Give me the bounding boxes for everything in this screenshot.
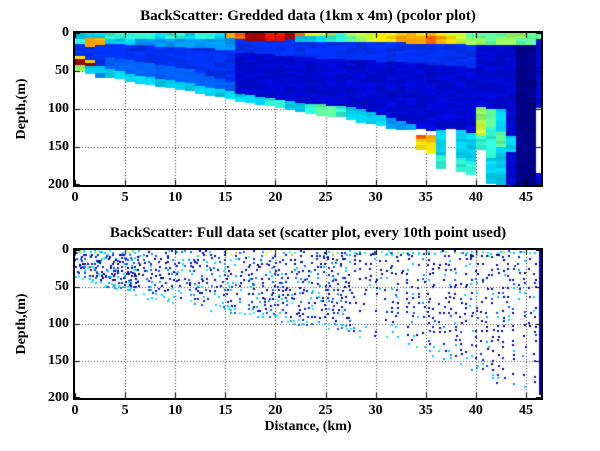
scatter-plot <box>73 248 543 400</box>
y-tick-label-50: 50 <box>55 279 69 294</box>
x-tick-label-30: 30 <box>368 403 383 418</box>
x-tick-label-40: 40 <box>468 190 483 205</box>
bottom-plot-x-axis-label: Distance, (km) <box>264 419 352 434</box>
x-tick-label-45: 45 <box>518 190 533 205</box>
y-tick-label-100: 100 <box>48 316 69 331</box>
y-tick-label-200: 200 <box>48 177 69 192</box>
y-tick-label-150: 150 <box>48 139 69 154</box>
y-tick-label-100: 100 <box>48 101 69 116</box>
x-tick-label-10: 10 <box>168 403 183 418</box>
x-tick-label-0: 0 <box>71 190 79 205</box>
y-tick-label-50: 50 <box>55 63 69 78</box>
x-tick-label-35: 35 <box>418 403 433 418</box>
x-tick-label-25: 25 <box>318 403 333 418</box>
x-tick-label-5: 5 <box>121 190 129 205</box>
x-tick-label-45: 45 <box>518 403 533 418</box>
bottom-plot-title: BackScatter: Full data set (scatter plot… <box>109 225 507 241</box>
y-tick-label-200: 200 <box>48 390 69 405</box>
x-tick-label-40: 40 <box>468 403 483 418</box>
x-tick-label-15: 15 <box>218 190 233 205</box>
x-tick-label-0: 0 <box>71 403 79 418</box>
x-tick-label-35: 35 <box>418 190 433 205</box>
y-tick-label-0: 0 <box>62 242 69 257</box>
x-tick-label-20: 20 <box>268 403 283 418</box>
y-tick-label-150: 150 <box>48 353 69 368</box>
pcolor-heatmap-plot <box>73 31 543 187</box>
bottom-plot-y-axis-label: Depth,(m) <box>14 293 29 355</box>
x-tick-label-10: 10 <box>168 190 183 205</box>
x-tick-label-5: 5 <box>121 403 129 418</box>
top-plot-title: BackScatter: Gredded data (1km x 4m) (pc… <box>140 8 476 24</box>
x-tick-label-25: 25 <box>318 190 333 205</box>
x-tick-label-15: 15 <box>218 403 233 418</box>
x-tick-label-20: 20 <box>268 190 283 205</box>
top-plot-y-axis-label: Depth,(m) <box>14 78 29 140</box>
x-tick-label-30: 30 <box>368 190 383 205</box>
y-tick-label-0: 0 <box>62 25 69 40</box>
